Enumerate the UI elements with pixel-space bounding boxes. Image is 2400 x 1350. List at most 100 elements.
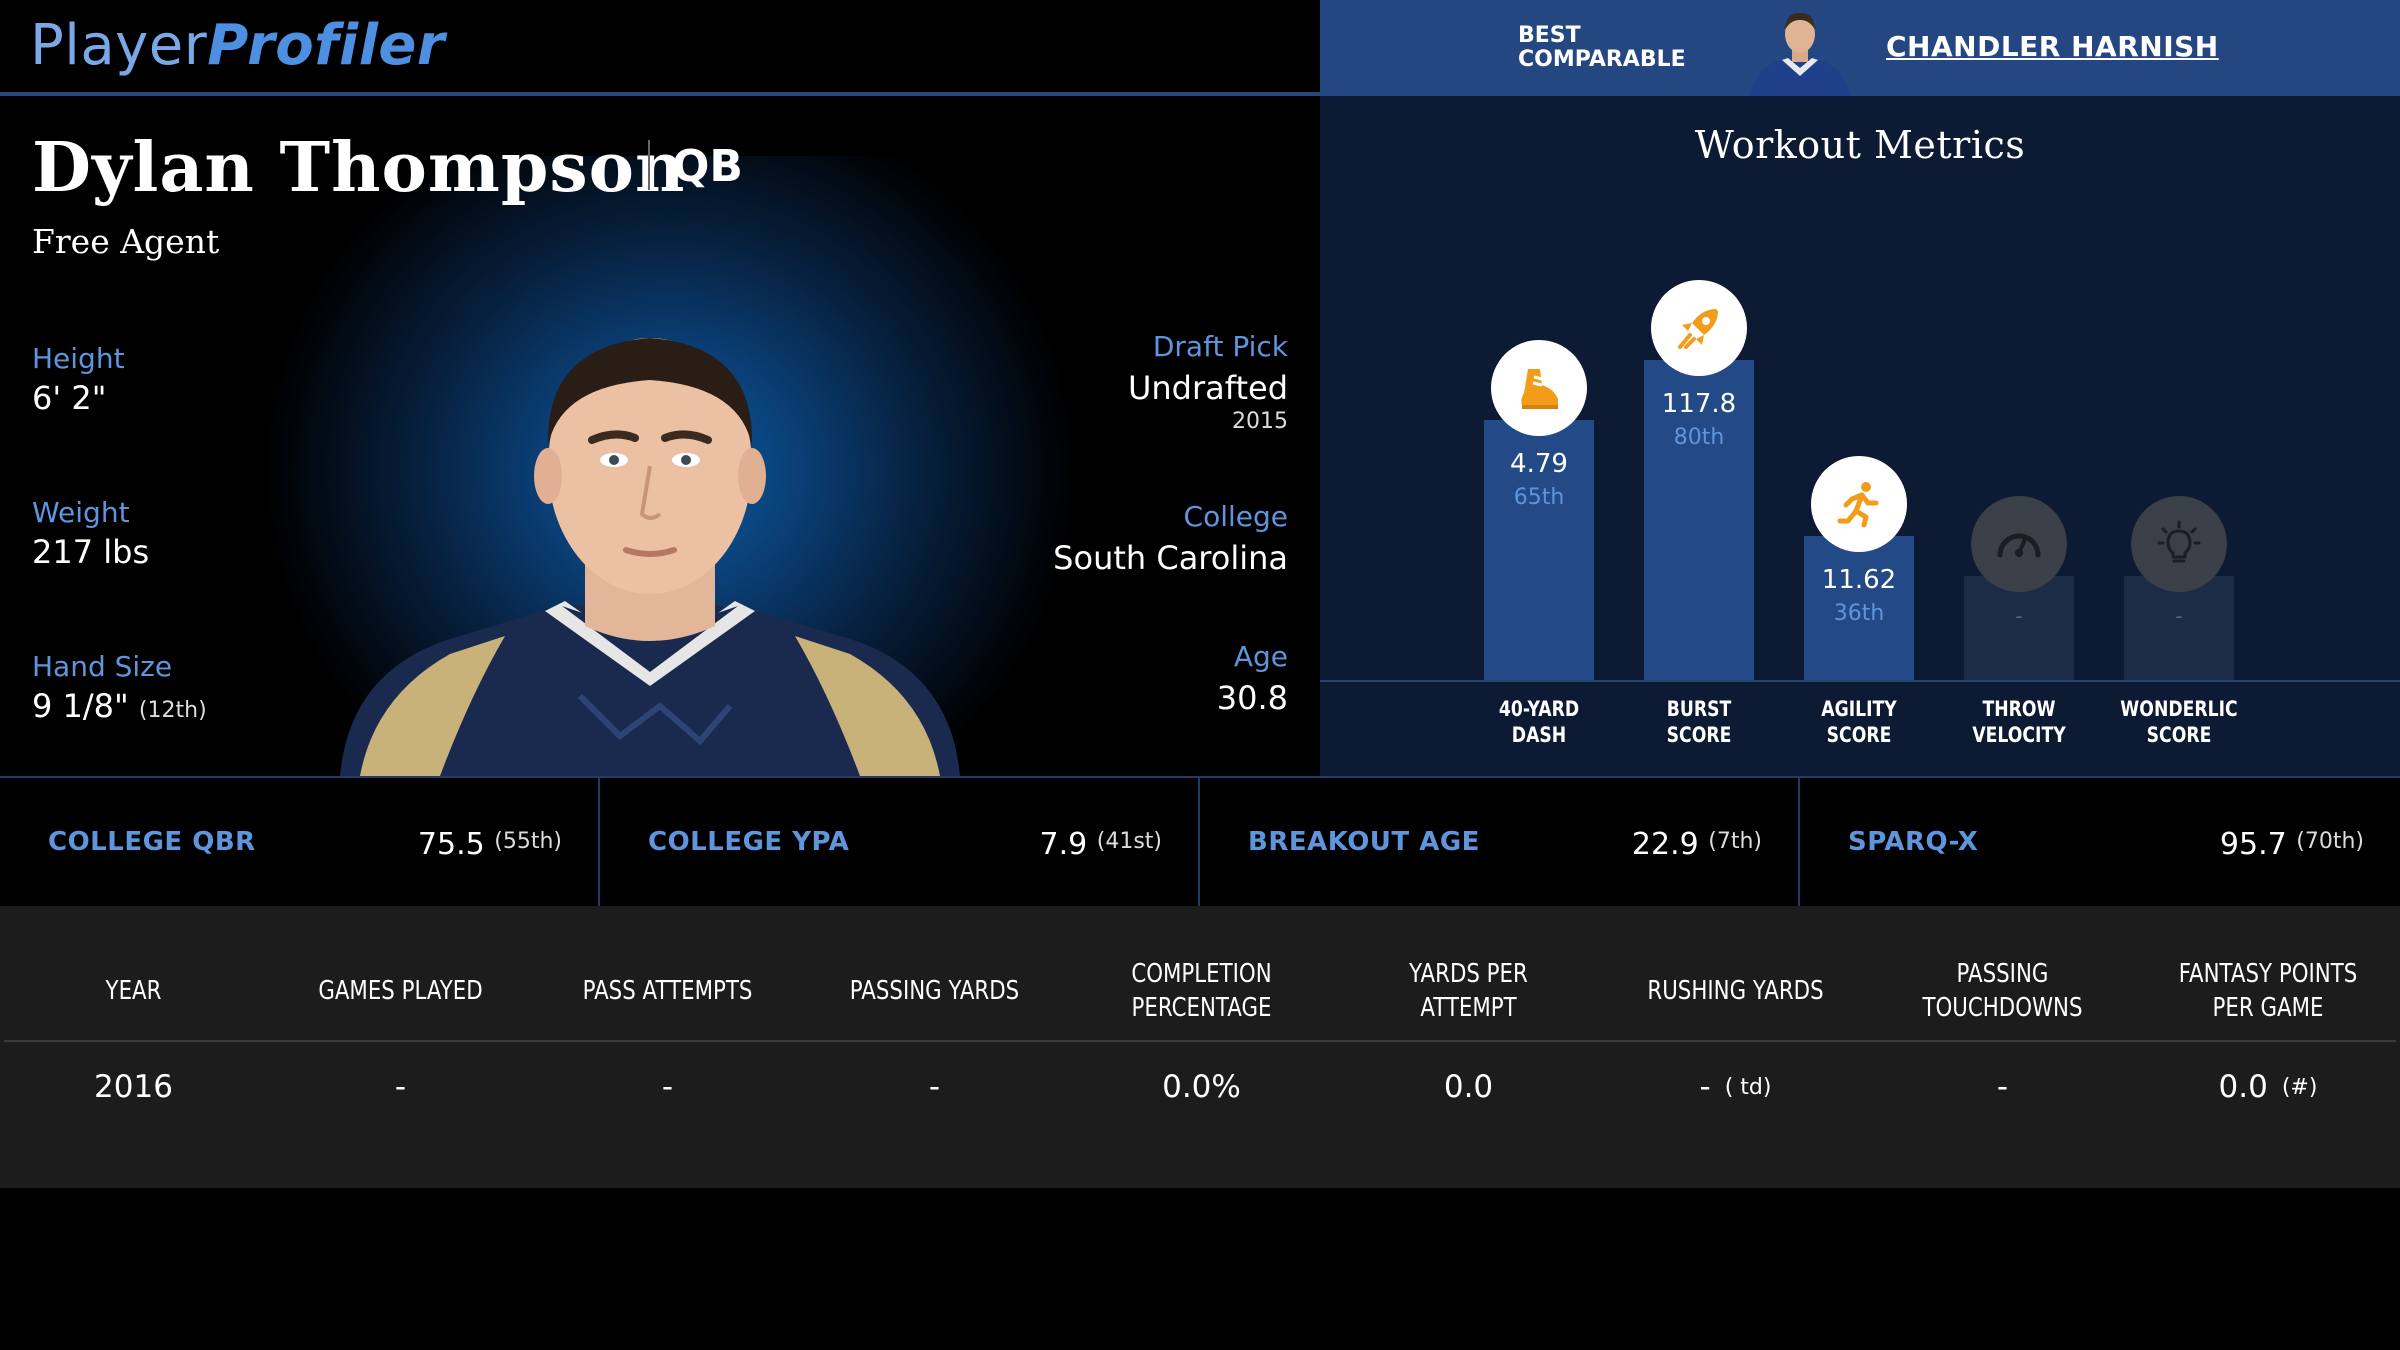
breakout-age-label[interactable]: BREAKOUT AGE <box>1248 827 1480 857</box>
fantasy-points-value: 0.0 <box>2218 1069 2268 1105</box>
name-divider <box>648 140 650 190</box>
metric-label-line: THROW <box>1982 697 2056 721</box>
fantasy-points-rank: (#) <box>2281 1074 2318 1100</box>
cell-rushing-yards: - ( td) <box>1602 1062 1869 1112</box>
best-comparable-bar: BEST COMPARABLE CHANDLER HARNISH <box>1320 0 2400 96</box>
metric-bar-agility-score <box>1804 536 1914 680</box>
hand-size-percentile: (12th) <box>138 698 207 723</box>
player-position: QB <box>672 141 743 192</box>
metric-label-throw-velocity: THROW VELOCITY <box>1953 696 2084 748</box>
metric-label-agility-score: AGILITY SCORE <box>1793 696 1924 748</box>
cell-games-played: - <box>394 1069 407 1105</box>
workout-metrics-title: Workout Metrics <box>1694 123 2026 167</box>
height-value: 6' 2" <box>32 379 107 417</box>
college-ypa-value: 7.9 (41st) <box>1039 824 1162 863</box>
metric-value-burst-score: 117.8 <box>1661 389 1737 419</box>
metric-label-line: SCORE <box>2146 723 2212 747</box>
speedometer-icon[interactable] <box>1971 496 2067 592</box>
metric-label-line: WONDERLIC <box>2120 697 2238 721</box>
column-header-completion-percentage[interactable]: COMPLETION PERCENTAGE <box>1131 959 1272 1023</box>
player-team: Free Agent <box>32 222 220 261</box>
logo-text-player: Player <box>30 13 208 78</box>
sparq-x-stat: SPARQ-X 95.7 (70th) <box>1800 778 2400 906</box>
college-qbr-value: 75.5 (55th) <box>418 824 562 863</box>
logo-bar: PlayerProfiler <box>0 0 1320 96</box>
column-header-fantasy-points-per-game[interactable]: FANTASY POINTS PER GAME <box>2178 959 2358 1023</box>
rushing-yards-value: - <box>1699 1069 1711 1105</box>
college-ypa-stat: COLLEGE YPA 7.9 (41st) <box>600 778 1200 906</box>
cell-pass-attempts: - <box>661 1069 674 1105</box>
college-qbr-number: 75.5 <box>417 827 485 862</box>
column-header-pass-attempts[interactable]: PASS ATTEMPTS <box>582 976 753 1006</box>
draft-pick-value: Undrafted <box>1127 369 1288 407</box>
draft-pick-label: Draft Pick <box>1152 330 1288 363</box>
hand-size-number: 9 1/8" <box>32 687 129 725</box>
workout-metrics-panel: Workout Metrics 4.79 65th 117.8 80th 11.… <box>1320 96 2400 776</box>
breakout-age-value: 22.9 (7th) <box>1632 824 1762 863</box>
metric-label-40-yard-dash: 40-YARD DASH <box>1473 696 1604 748</box>
cell-passing-touchdowns: - <box>1996 1069 2009 1105</box>
hand-size-value: 9 1/8" (12th) <box>32 686 207 731</box>
metric-value-wonderlic-score: - <box>2175 604 2183 628</box>
metric-value-throw-velocity: - <box>2015 604 2023 628</box>
hand-size-label: Hand Size <box>32 650 173 683</box>
sparq-x-label[interactable]: SPARQ-X <box>1848 827 1979 857</box>
height-label: Height <box>32 342 125 375</box>
rushing-td-value: ( td) <box>1724 1074 1772 1100</box>
column-header-passing-yards[interactable]: PASSING YARDS <box>849 976 1020 1006</box>
draft-year: 2015 <box>1232 409 1288 434</box>
college-stats-strip: COLLEGE QBR 75.5 (55th) COLLEGE YPA 7.9 … <box>0 776 2400 906</box>
age-label: Age <box>1233 640 1288 673</box>
player-profile-panel: Dylan Thompson QB Free Agent Height 6' 2… <box>0 96 1320 776</box>
college-ypa-label[interactable]: COLLEGE YPA <box>648 827 850 857</box>
metric-value-agility-score: 11.62 <box>1821 565 1897 595</box>
metric-label-line: BURST <box>1666 697 1732 721</box>
metric-label-line: AGILITY <box>1821 697 1897 721</box>
comparable-player-link[interactable]: CHANDLER HARNISH <box>1886 30 2219 63</box>
column-header-games-played[interactable]: GAMES PLAYED <box>318 976 483 1006</box>
college-ypa-percentile: (41st) <box>1096 829 1162 854</box>
metric-bar-40-yard-dash <box>1484 420 1594 680</box>
cell-year: 2016 <box>94 1069 173 1105</box>
player-profiler-logo[interactable]: PlayerProfiler <box>30 14 445 78</box>
column-header-year[interactable]: YEAR <box>105 976 162 1006</box>
sparq-x-percentile: (70th) <box>2296 829 2364 854</box>
metric-percentile-agility-score: 36th <box>1833 601 1885 626</box>
comparable-avatar <box>1748 8 1852 96</box>
metric-bar-wonderlic-score <box>2124 576 2234 680</box>
metric-label-line: SCORE <box>1666 723 1732 747</box>
best-comparable-label: BEST COMPARABLE <box>1518 23 1686 72</box>
sparq-x-value: 95.7 (70th) <box>2220 824 2364 863</box>
column-header-passing-touchdowns[interactable]: PASSING TOUCHDOWNS <box>1922 959 2083 1023</box>
column-header-yards-per-attempt[interactable]: YARDS PER ATTEMPT <box>1409 959 1528 1023</box>
weight-value: 217 lbs <box>32 533 150 571</box>
lightbulb-icon[interactable] <box>2131 496 2227 592</box>
column-header-rushing-yards[interactable]: RUSHING YARDS <box>1647 976 1824 1006</box>
metric-label-line: 40-YARD <box>1498 697 1580 721</box>
college-qbr-percentile: (55th) <box>494 829 562 854</box>
runner-icon[interactable] <box>1811 456 1907 552</box>
breakout-age-stat: BREAKOUT AGE 22.9 (7th) <box>1200 778 1800 906</box>
college-qbr-stat: COLLEGE QBR 75.5 (55th) <box>0 778 600 906</box>
college-value: South Carolina <box>1053 539 1288 577</box>
metric-label-line: SCORE <box>1826 723 1892 747</box>
cell-yards-per-attempt: 0.0 <box>1443 1069 1494 1105</box>
player-name: Dylan Thompson <box>32 128 686 208</box>
shoe-icon[interactable] <box>1491 340 1587 436</box>
age-value: 30.8 <box>1216 679 1288 717</box>
table-divider <box>4 1040 2396 1042</box>
metric-label-line: VELOCITY <box>1972 723 2066 747</box>
logo-text-profiler: Profiler <box>207 13 446 78</box>
sparq-x-number: 95.7 <box>2219 827 2287 862</box>
college-qbr-label[interactable]: COLLEGE QBR <box>48 827 256 857</box>
metric-bar-throw-velocity <box>1964 576 2074 680</box>
weight-label: Weight <box>32 496 130 529</box>
player-photo <box>330 336 970 776</box>
metric-percentile-40-yard-dash: 65th <box>1513 485 1565 510</box>
cell-completion-percentage: 0.0% <box>1162 1069 1241 1105</box>
metric-bar-burst-score <box>1644 360 1754 680</box>
college-ypa-number: 7.9 <box>1039 827 1088 862</box>
metric-percentile-burst-score: 80th <box>1673 425 1725 450</box>
cell-fantasy-points-per-game: 0.0 (#) <box>2136 1062 2400 1112</box>
rocket-icon[interactable] <box>1651 280 1747 376</box>
